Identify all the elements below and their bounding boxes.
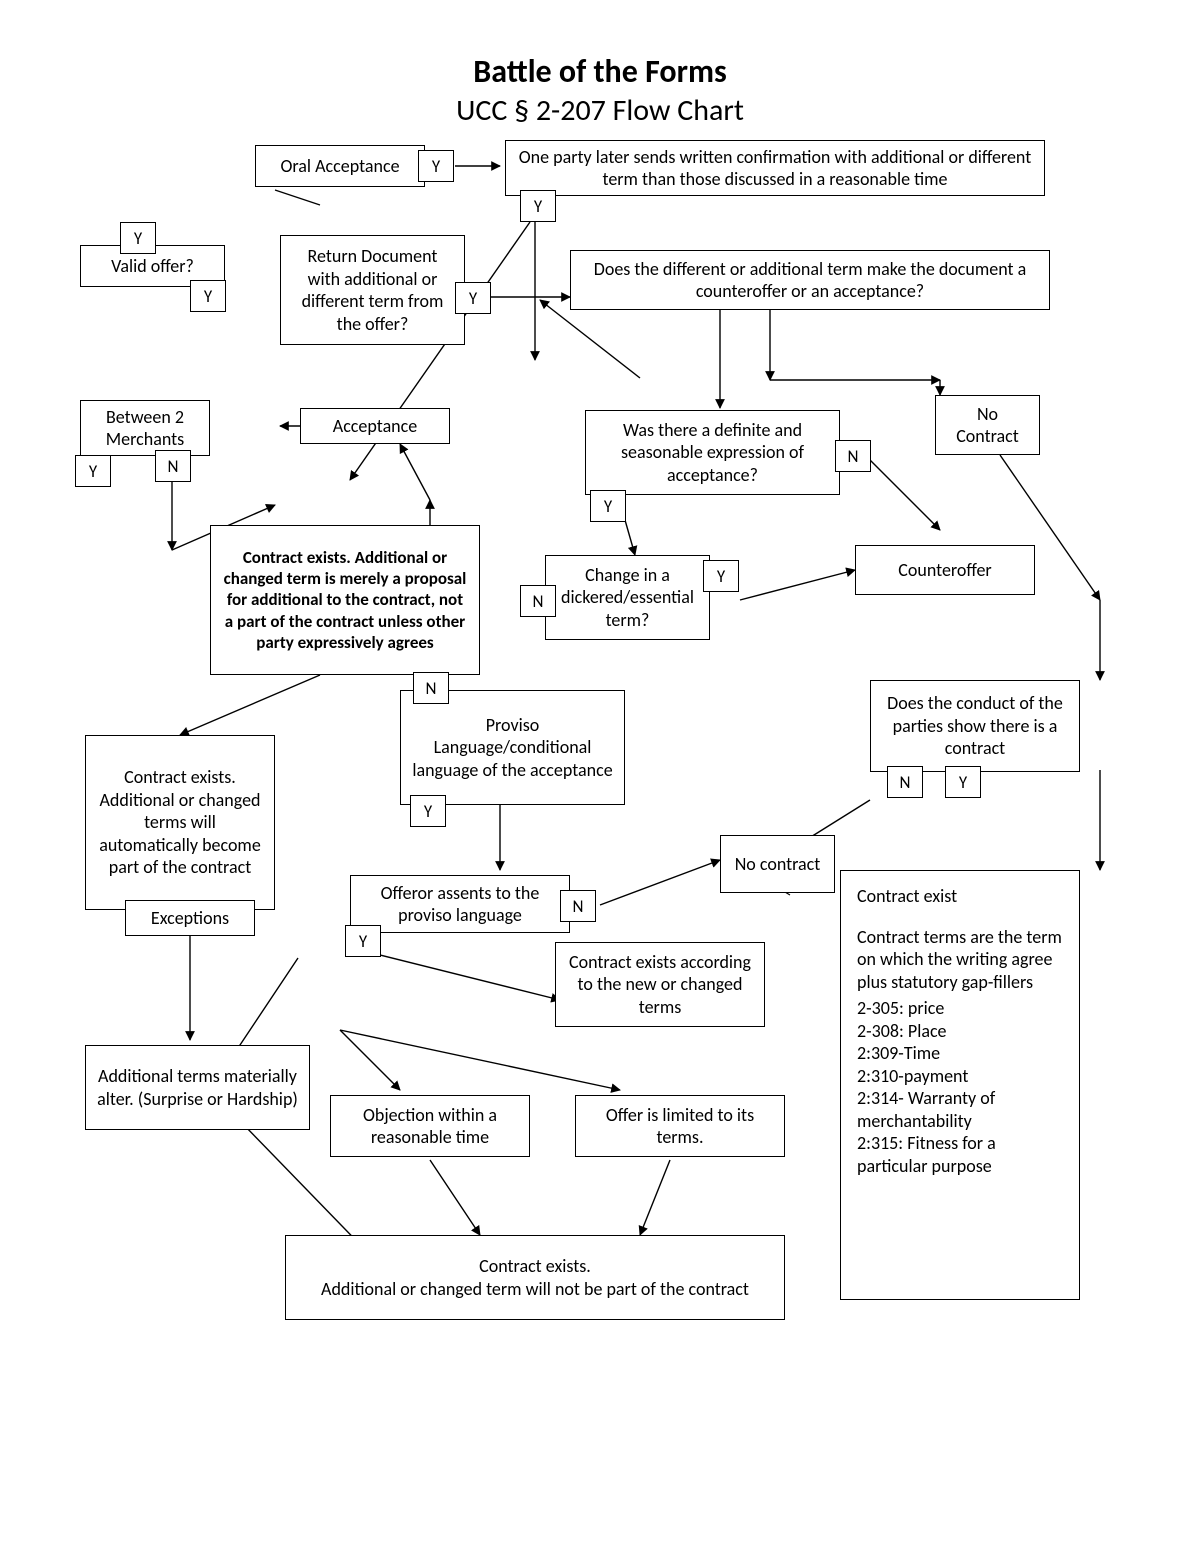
node-not-part-of-contract: Contract exists. Additional or changed t…	[285, 1235, 785, 1320]
tag-definite-y: Y	[590, 490, 626, 522]
node-dickered-term: Change in a dickered/essential term?	[545, 555, 710, 640]
node-conduct-shows-contract: Does the conduct of the parties show the…	[870, 680, 1080, 772]
title-main: Battle of the Forms	[0, 52, 1200, 91]
gap-fillers-heading: Contract exist	[857, 885, 1063, 908]
node-between-merchants: Between 2 Merchants	[80, 400, 210, 456]
tag-proviso-n: N	[413, 672, 449, 704]
tag-dickered-y: Y	[703, 560, 739, 592]
gap-fillers-310: 2:310-payment	[857, 1065, 1063, 1088]
tag-proviso-y: Y	[410, 795, 446, 827]
tag-assent-y: Y	[345, 925, 381, 957]
node-no-contract-a: No Contract	[935, 395, 1040, 455]
gap-fillers-315: 2:315: Fitness for a particular purpose	[857, 1132, 1063, 1177]
node-material-alter: Additional terms materially alter. (Surp…	[85, 1045, 310, 1130]
node-oral-acceptance: Oral Acceptance	[255, 145, 425, 187]
flowchart-canvas: Battle of the Forms UCC § 2-207 Flow Cha…	[0, 0, 1200, 1553]
tag-oral-y: Y	[418, 150, 454, 182]
gap-fillers-309: 2:309-Time	[857, 1042, 1063, 1065]
gap-fillers-intro: Contract terms are the term on which the…	[857, 926, 1063, 994]
tag-dickered-n: N	[520, 585, 556, 617]
tag-merch-y: Y	[75, 455, 111, 487]
node-objection-reasonable-time: Objection within a reasonable time	[330, 1095, 530, 1157]
tag-valid-y-bot: Y	[190, 280, 226, 312]
tag-written-y: Y	[520, 190, 556, 222]
tag-merch-n: N	[155, 450, 191, 482]
node-exceptions: Exceptions	[125, 900, 255, 936]
tag-conduct-n: N	[887, 766, 923, 798]
gap-fillers-305: 2-305: price	[857, 997, 1063, 1020]
node-no-contract-b: No contract	[720, 835, 835, 893]
gap-fillers-314: 2:314- Warranty of merchantability	[857, 1087, 1063, 1132]
node-gap-fillers: Contract exist Contract terms are the te…	[840, 870, 1080, 1300]
node-counteroffer: Counteroffer	[855, 545, 1035, 595]
node-proposal-only: Contract exists. Additional or changed t…	[210, 525, 480, 675]
node-new-changed-terms: Contract exists according to the new or …	[555, 942, 765, 1027]
tag-assent-n: N	[560, 890, 596, 922]
node-return-document: Return Document with additional or diffe…	[280, 235, 465, 345]
node-offer-limited: Offer is limited to its terms.	[575, 1095, 785, 1157]
node-acceptance: Acceptance	[300, 408, 450, 444]
tag-conduct-y: Y	[945, 766, 981, 798]
title-sub: UCC § 2-207 Flow Chart	[0, 92, 1200, 129]
node-offeror-assents: Offeror assents to the proviso language	[350, 875, 570, 933]
tag-return-y: Y	[455, 282, 491, 314]
tag-definite-n: N	[835, 440, 871, 472]
gap-fillers-308: 2-308: Place	[857, 1020, 1063, 1043]
node-proviso-language: Proviso Language/conditional language of…	[400, 690, 625, 805]
node-written-confirmation: One party later sends written confirmati…	[505, 140, 1045, 196]
node-definite-seasonable: Was there a definite and seasonable expr…	[585, 410, 840, 495]
node-counteroffer-or-acceptance: Does the different or additional term ma…	[570, 250, 1050, 310]
tag-valid-y-top: Y	[120, 222, 156, 254]
node-auto-become-part: Contract exists. Additional or changed t…	[85, 735, 275, 910]
